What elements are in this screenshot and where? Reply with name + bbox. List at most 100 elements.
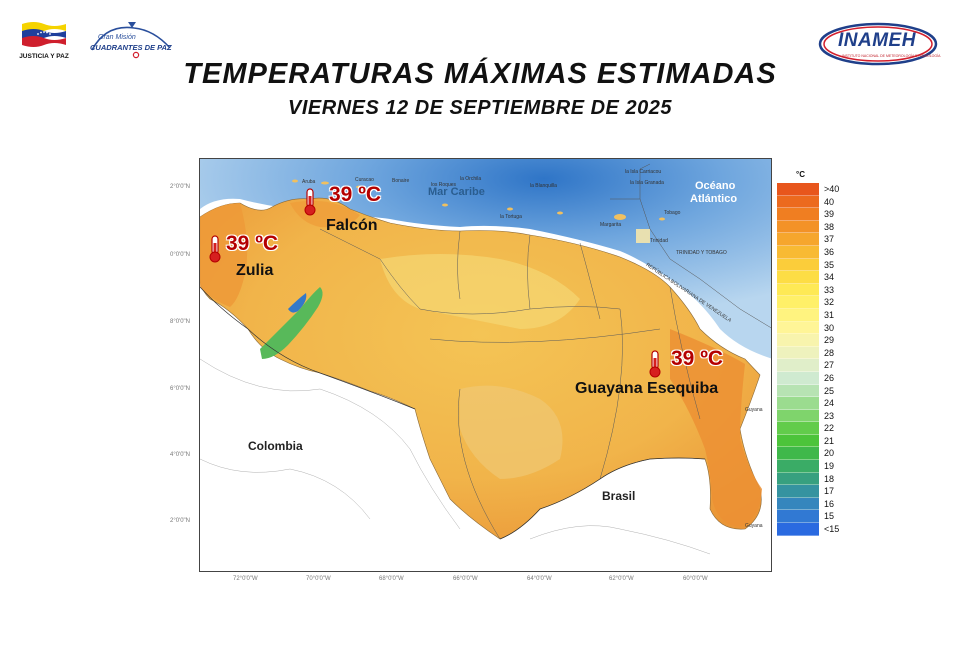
international-border	[200, 286, 706, 540]
lat-tick-6: 2°0'0"N	[170, 518, 191, 524]
legend-swatch	[777, 283, 819, 297]
legend-label: 40	[824, 196, 835, 207]
guayana-highlands	[460, 385, 563, 479]
label-bonaire: Bonaire	[392, 178, 410, 184]
cuadrantes-arc-icon	[91, 22, 171, 59]
lon-tick-1: 72°0'0"W	[233, 576, 258, 582]
legend-swatch	[777, 183, 819, 196]
inameh-logo: INAMEH INSTITUTO NACIONAL DE METEOROLOGÍ…	[816, 20, 940, 68]
label-la-blanquilla: la Blanquilla	[530, 183, 557, 189]
legend-label: 17	[824, 486, 835, 497]
venezuela-flag-icon	[22, 22, 66, 47]
thermometer-icon	[209, 235, 221, 263]
legend-swatch	[777, 409, 819, 423]
legend-swatch	[777, 434, 819, 448]
temp-zulia: 39 ºC	[226, 232, 279, 255]
label-guyana-2: Guyana	[745, 523, 763, 529]
lon-tick-5: 64°0'0"W	[527, 576, 552, 582]
label-la-orchila: la Orchila	[460, 176, 482, 182]
label-colombia: Colombia	[248, 439, 303, 453]
label-trinidad: Trinidad	[650, 238, 668, 244]
legend-swatch	[777, 460, 819, 473]
legend-swatch	[777, 422, 819, 435]
legend-swatch	[777, 472, 819, 486]
thermometer-icon	[304, 188, 316, 216]
lat-tick-2: 0°0'0"N	[170, 252, 191, 258]
legend-label: 24	[824, 398, 835, 409]
legend-swatch	[777, 485, 819, 498]
islands	[292, 179, 665, 243]
label-oceano: Océano	[695, 180, 736, 192]
legend-label: 39	[824, 209, 835, 220]
lat-tick-4: 6°0'0"N	[170, 386, 191, 392]
legend-label: >40	[824, 184, 840, 194]
legend-label: 22	[824, 423, 835, 434]
legend-swatch	[777, 510, 819, 524]
inameh-ellipse-icon	[818, 22, 938, 66]
legend-label: 27	[824, 360, 835, 371]
label-la-tortuga: la Tortuga	[500, 214, 522, 220]
lat-tick-5: 4°0'0"N	[170, 452, 191, 458]
legend-label: 25	[824, 385, 835, 396]
inameh-wordmark: INAMEH	[838, 30, 916, 51]
legend-swatch	[777, 220, 819, 234]
lon-tick-4: 66°0'0"W	[453, 576, 478, 582]
label-carriacou: la Isla Carriacou	[625, 169, 662, 175]
legend-label: 36	[824, 246, 835, 257]
legend-swatch	[777, 321, 819, 335]
legend-swatch	[777, 233, 819, 246]
neighbor-lines	[200, 358, 711, 555]
temp-falcon: 39 ºC	[329, 183, 382, 206]
legend-swatch	[777, 359, 819, 372]
header-logos: JUSTICIA Y PAZ Gran Misión CUADRANTES DE…	[18, 20, 182, 60]
legend-label: 35	[824, 259, 835, 270]
lon-tick-2: 70°0'0"W	[306, 576, 331, 582]
legend-swatch	[777, 397, 819, 410]
page-title: TEMPERATURAS MÁXIMAS ESTIMADAS	[183, 58, 777, 90]
legend-label: 20	[824, 448, 835, 459]
label-tobago: Tobago	[664, 210, 681, 216]
llanos-zone	[380, 254, 580, 329]
legend-labels: >40 40 39 38 37 36 35 34 33 32 31 30 29 28 27 26 25 24 23 2…	[824, 183, 839, 536]
andes-cool-zone	[260, 287, 323, 359]
andes-coldest-zone	[288, 293, 307, 313]
legend-label: 26	[824, 372, 835, 383]
legend-label: 34	[824, 272, 835, 283]
legend-swatch	[777, 271, 819, 284]
legend-label: 29	[824, 335, 835, 346]
zulia-hot-zone	[200, 203, 248, 307]
legend-swatch	[777, 371, 819, 385]
label-mar-caribe: Mar Caribe	[428, 186, 485, 198]
legend-label: 18	[824, 473, 835, 484]
label-guyana-1: Guyana	[745, 407, 763, 413]
lon-tick-3: 68°0'0"W	[379, 576, 404, 582]
legend-unit: °C	[796, 170, 805, 179]
label-atlantico: Atlántico	[690, 193, 738, 205]
label-granada: la Isla Granada	[630, 180, 664, 186]
temp-guayana-esequiba: 39 ºC	[671, 347, 724, 370]
legend-label: 21	[824, 435, 835, 446]
region-falcon: Falcón	[326, 217, 378, 234]
esequiba-hot-zone	[670, 329, 762, 527]
legend-label: 37	[824, 234, 835, 245]
lat-tick-3: 8°0'0"N	[170, 319, 191, 325]
legend-label: <15	[824, 524, 840, 535]
region-zulia: Zulia	[236, 262, 274, 279]
legend-label: 38	[824, 221, 835, 232]
cuadrantes-de-paz-logo: Gran Misión CUADRANTES DE PAZ	[84, 20, 182, 60]
lon-tick-6: 62°0'0"W	[609, 576, 634, 582]
legend-swatch	[777, 497, 819, 511]
page-subtitle: VIERNES 12 DE SEPTIEMBRE DE 2025	[288, 97, 672, 119]
legend-swatch	[777, 334, 819, 347]
legend-label: 23	[824, 410, 835, 421]
label-aruba: Aruba	[302, 179, 316, 185]
label-curacao: Curacao	[355, 177, 374, 183]
label-brasil: Brasil	[602, 489, 636, 503]
legend-label: 28	[824, 347, 835, 358]
legend-label: 31	[824, 309, 835, 320]
legend-swatch	[777, 346, 819, 360]
legend-label: 16	[824, 498, 835, 509]
thermometer-icon	[649, 350, 661, 378]
justicia-y-paz-logo: JUSTICIA Y PAZ	[18, 20, 70, 60]
legend-label: 19	[824, 461, 835, 472]
